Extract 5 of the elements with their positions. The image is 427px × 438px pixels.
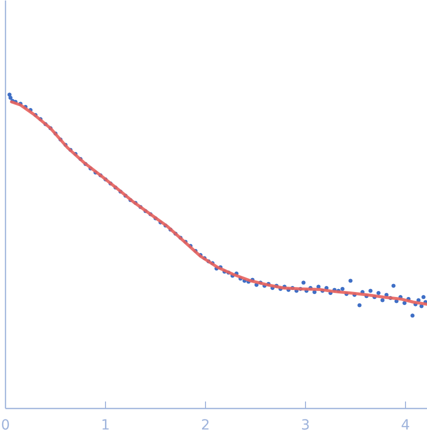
x-tick-label: 0: [1, 418, 10, 434]
x-tick-label: 2: [201, 418, 210, 434]
x-tick-label: 3: [301, 418, 310, 434]
x-tick-label: 4: [401, 418, 410, 434]
x-tick-label: 1: [101, 418, 110, 434]
